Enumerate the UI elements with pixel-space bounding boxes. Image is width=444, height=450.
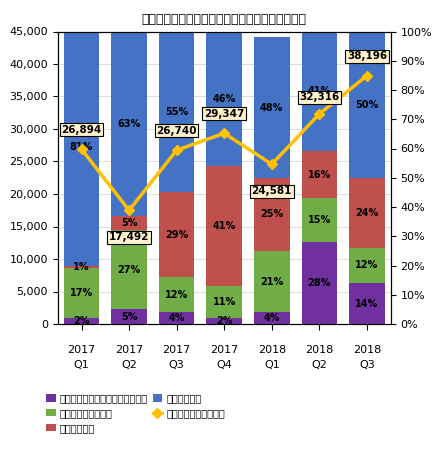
Text: 50%: 50% [355,99,379,110]
Bar [349,248,385,283]
Legend: 不正なモバイルアプリケーション, ブランドの不正使用, トロイの木馬, フィッシング, 犯罪攻撃の総検知件数: 不正なモバイルアプリケーション, ブランドの不正使用, トロイの木馬, フィッシ… [46,393,225,433]
Bar [206,318,242,324]
Bar [301,242,337,324]
Bar [254,251,289,312]
Text: 32,316: 32,316 [299,92,340,102]
Bar [159,312,194,324]
Bar [111,32,147,216]
Bar [159,32,194,193]
Text: 12%: 12% [165,290,188,300]
Text: Q3: Q3 [359,360,375,370]
Text: 12%: 12% [355,261,379,270]
Bar [111,230,147,310]
Text: 24%: 24% [355,208,379,218]
Bar [349,32,385,178]
犯罪攻撃の総検知件数 [79,147,84,152]
Text: 24,581: 24,581 [252,186,292,196]
Bar [111,216,147,230]
犯罪攻撃の総検知件数 [364,73,369,78]
Text: 81%: 81% [70,142,93,152]
Text: 63%: 63% [118,119,141,129]
Text: Q2: Q2 [311,360,327,370]
Text: Q4: Q4 [216,360,232,370]
犯罪攻撃の総検知件数 [269,162,274,167]
Text: 29,347: 29,347 [204,108,244,119]
Bar [349,178,385,248]
Bar [206,286,242,318]
Text: 5%: 5% [121,218,137,228]
犯罪攻撃の総検知件数 [317,111,322,117]
Text: 38,196: 38,196 [347,51,387,61]
Text: 2%: 2% [216,316,233,326]
Text: 29%: 29% [165,230,188,240]
Text: 11%: 11% [213,297,236,307]
Text: 15%: 15% [308,215,331,225]
Text: Q2: Q2 [121,360,137,370]
Text: 21%: 21% [260,277,283,287]
犯罪攻撃の総検知件数 [127,207,132,213]
Text: 2018: 2018 [305,345,333,355]
Text: 5%: 5% [121,312,137,322]
Text: 2018: 2018 [353,345,381,355]
Text: 28%: 28% [308,278,331,288]
Bar [159,277,194,312]
Bar [254,312,289,324]
Text: 16%: 16% [308,170,331,180]
Text: Q1: Q1 [74,360,89,370]
Text: 46%: 46% [213,94,236,104]
Text: 2017: 2017 [163,345,191,355]
Text: 2%: 2% [73,316,90,326]
Bar [63,318,99,324]
Text: 2017: 2017 [115,345,143,355]
Text: 4%: 4% [168,313,185,323]
Bar [206,166,242,286]
Text: 48%: 48% [260,103,283,112]
Text: 2017: 2017 [210,345,238,355]
Text: 17,492: 17,492 [109,232,149,242]
Text: 27%: 27% [118,265,141,275]
Bar [301,198,337,242]
Text: Q1: Q1 [264,360,280,370]
Text: 4%: 4% [264,313,280,323]
Line: 犯罪攻撃の総検知件数: 犯罪攻撃の総検知件数 [78,72,370,214]
Text: Q3: Q3 [169,360,185,370]
Bar [301,151,337,198]
Text: 1%: 1% [73,262,90,272]
Bar [206,32,242,166]
犯罪攻撃の総検知件数 [174,148,179,153]
Text: 41%: 41% [213,221,236,231]
Text: 26,740: 26,740 [156,126,197,135]
Text: 41%: 41% [308,86,331,96]
Text: 14%: 14% [355,298,379,309]
Bar [254,178,289,251]
Text: 26,894: 26,894 [61,125,102,135]
Bar [111,310,147,324]
Bar [63,266,99,268]
Text: 55%: 55% [165,107,188,117]
Bar [63,28,99,265]
Bar [159,193,194,277]
Text: 2017: 2017 [67,345,95,355]
Bar [254,37,289,178]
Text: 2018: 2018 [258,345,286,355]
Text: 17%: 17% [70,288,93,298]
犯罪攻撃の総検知件数 [222,130,227,136]
Bar [63,268,99,318]
Bar [349,283,385,324]
Bar [301,32,337,151]
Text: 25%: 25% [260,209,283,219]
Title: 犯罪攻撃の総検知件数の推移とタイプ別発生状況: 犯罪攻撃の総検知件数の推移とタイプ別発生状況 [142,13,307,26]
